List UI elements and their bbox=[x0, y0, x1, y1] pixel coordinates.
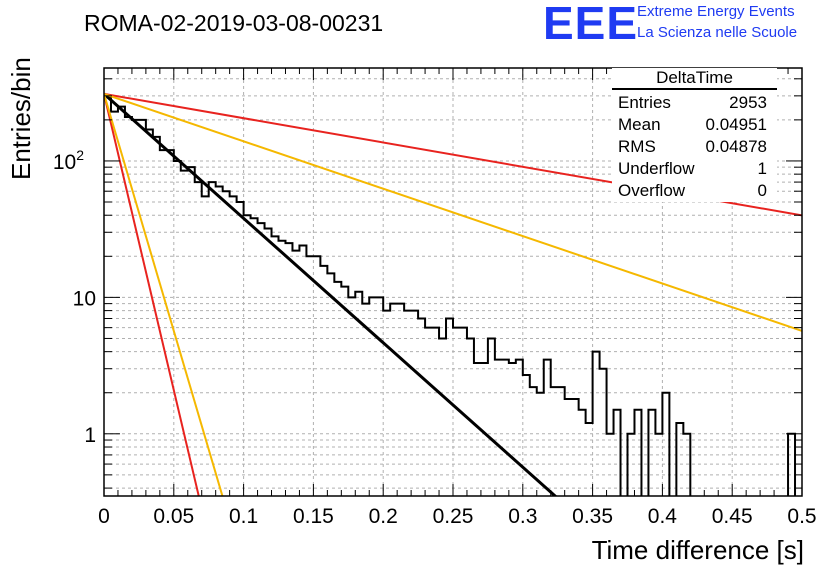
stat-label: Entries bbox=[618, 93, 671, 112]
histogram-steps bbox=[104, 94, 797, 496]
y-tick-label: 102 bbox=[53, 147, 84, 174]
stats-separator bbox=[612, 88, 777, 90]
stat-value: 0 bbox=[757, 181, 767, 200]
stat-label: Underflow bbox=[618, 159, 695, 178]
stats-title: DeltaTime bbox=[656, 68, 733, 87]
eee-tagline-2: La Scienza nelle Scuole bbox=[637, 24, 798, 41]
x-tick-label: 0.2 bbox=[369, 505, 398, 528]
x-tick-label: 0.25 bbox=[433, 505, 474, 528]
y-axis-label: Entries/bin bbox=[6, 57, 36, 180]
x-tick-label: 0.5 bbox=[787, 505, 816, 528]
x-axis-label: Time difference [s] bbox=[591, 535, 804, 565]
fit-line-red bbox=[104, 93, 200, 496]
stat-row-overflow: Overflow 0 bbox=[612, 180, 777, 202]
stats-box: DeltaTime Entries 2953 Mean 0.04951 RMS … bbox=[612, 68, 777, 202]
stat-row-underflow: Underflow 1 bbox=[612, 158, 777, 180]
eee-tagline-1: Extreme Energy Events bbox=[637, 3, 795, 20]
x-tick-label: 0.15 bbox=[293, 505, 334, 528]
fit-line-black bbox=[104, 92, 558, 496]
x-tick-label: 0 bbox=[98, 505, 110, 528]
x-tick-label: 0.05 bbox=[153, 505, 194, 528]
y-tick-label: 10 bbox=[73, 287, 96, 310]
stat-value: 0.04878 bbox=[705, 137, 767, 156]
stat-value: 0.04951 bbox=[705, 115, 767, 134]
eee-logo: EEE bbox=[543, 0, 639, 49]
y-ticks bbox=[104, 78, 802, 489]
fit-line-orange bbox=[104, 93, 224, 496]
stat-value: 2953 bbox=[729, 93, 767, 112]
x-tick-label: 0.45 bbox=[712, 505, 753, 528]
stat-row-entries: Entries 2953 bbox=[612, 92, 777, 114]
x-tick-label: 0.1 bbox=[229, 505, 258, 528]
stat-row-mean: Mean 0.04951 bbox=[612, 114, 777, 136]
stat-row-rms: RMS 0.04878 bbox=[612, 136, 777, 158]
page-title: ROMA-02-2019-03-08-00231 bbox=[84, 10, 384, 36]
stat-value: 1 bbox=[757, 159, 767, 178]
x-tick-label: 0.35 bbox=[572, 505, 613, 528]
x-tick-label: 0.3 bbox=[508, 505, 537, 528]
x-tick-label: 0.4 bbox=[648, 505, 678, 528]
y-tick-label: 1 bbox=[84, 424, 96, 447]
stat-label: Mean bbox=[618, 115, 661, 134]
stat-label: RMS bbox=[618, 137, 656, 156]
fit-line-orange bbox=[104, 92, 802, 332]
stat-label: Overflow bbox=[618, 181, 686, 200]
